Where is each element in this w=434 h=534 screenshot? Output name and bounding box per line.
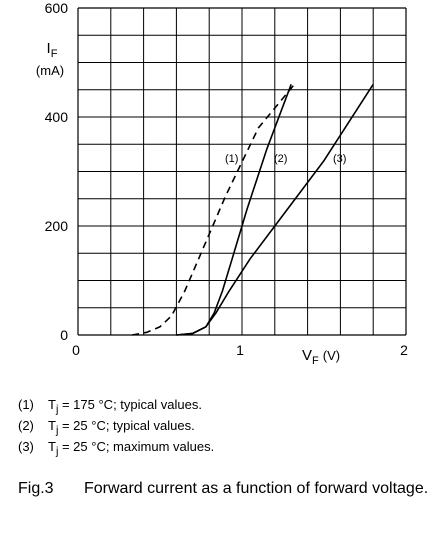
curve-label-1: (1) — [225, 153, 238, 165]
x-tick-label: 0 — [72, 342, 80, 358]
chart-ticks: 0 200 400 600 0 1 2 — [45, 0, 408, 358]
note-number: (3) — [18, 439, 34, 454]
note-2: (2) Tj = 25 °C; typical values. — [18, 418, 195, 437]
forward-current-chart: 0 200 400 600 0 1 2 IF (mA) VF (V) (1) (2) (3) — [36, 0, 408, 367]
y-axis-unit: (mA) — [36, 63, 64, 78]
curve-label-2: (2) — [274, 153, 287, 165]
y-axis-label: IF — [47, 40, 58, 60]
note-3: (3) Tj = 25 °C; maximum values. — [18, 439, 215, 458]
x-axis-label: VF (V) — [302, 347, 340, 367]
chart-series — [131, 83, 374, 336]
figure-title: Forward current as a function of forward… — [84, 480, 429, 497]
series-line-2 — [176, 84, 292, 336]
curve-label-3: (3) — [333, 153, 346, 165]
note-number: (2) — [18, 418, 34, 433]
chart-grid — [77, 7, 407, 336]
y-tick-label: 200 — [45, 218, 69, 234]
y-tick-label: 0 — [60, 327, 68, 343]
y-tick-label: 600 — [45, 0, 69, 16]
figure-number: Fig.3 — [18, 480, 54, 497]
note-1: (1) Tj = 175 °C; typical values. — [18, 397, 202, 416]
y-tick-label: 400 — [45, 109, 69, 125]
x-tick-label: 1 — [236, 342, 244, 358]
series-line-1 — [131, 83, 296, 336]
series-line-3 — [176, 83, 374, 336]
note-number: (1) — [18, 397, 34, 412]
x-tick-label: 2 — [400, 342, 408, 358]
